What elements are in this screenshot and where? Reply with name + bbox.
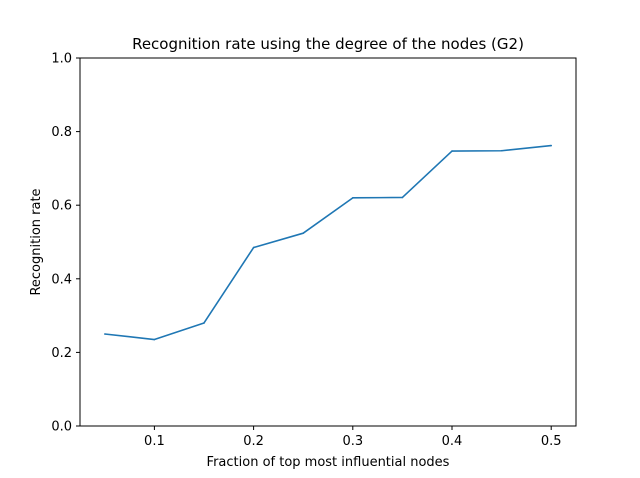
- x-tick-label: 0.5: [541, 434, 562, 449]
- x-tick-label: 0.2: [243, 434, 264, 449]
- x-tick-label: 0.1: [144, 434, 165, 449]
- series-line: [104, 144, 552, 341]
- y-tick-label: 0.6: [51, 199, 72, 214]
- data-point: [302, 232, 305, 234]
- plot-area: [80, 58, 576, 426]
- chart-title: Recognition rate using the degree of the…: [132, 35, 524, 53]
- y-tick-label: 0.8: [51, 125, 72, 140]
- y-tick-label: 0.4: [51, 272, 72, 287]
- data-point: [104, 333, 106, 335]
- y-tick-label: 0.0: [51, 420, 72, 435]
- x-axis-label: Fraction of top most influential nodes: [207, 455, 450, 470]
- data-point: [252, 246, 255, 249]
- y-tick-label: 1.0: [51, 52, 72, 67]
- y-axis-label: Recognition rate: [29, 188, 44, 295]
- data-point: [451, 150, 453, 152]
- x-tick-label: 0.3: [342, 434, 363, 449]
- data-point: [352, 197, 354, 199]
- plot-frame: [79, 57, 577, 427]
- data-point: [153, 338, 156, 341]
- x-axis: 0.1 0.2 0.3 0.4 0.5: [144, 426, 562, 449]
- y-tick-label: 0.2: [51, 346, 72, 361]
- data-point: [500, 149, 503, 152]
- data-point: [203, 322, 205, 324]
- data-point: [401, 196, 404, 199]
- y-axis: 0.0 0.2 0.4 0.6 0.8 1.0: [51, 52, 80, 435]
- series-layer: [104, 144, 552, 341]
- x-tick-label: 0.4: [442, 434, 463, 449]
- data-point: [550, 144, 552, 147]
